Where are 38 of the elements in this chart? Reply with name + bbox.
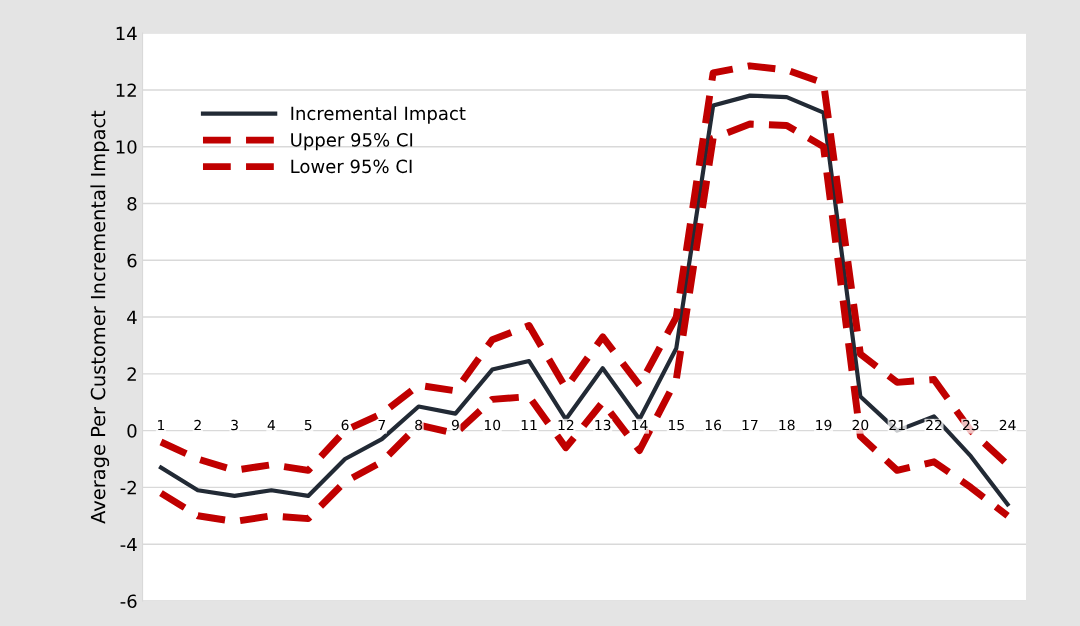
legend-label: Lower 95% CI (291, 159, 412, 174)
x-tick-label: 3 (231, 419, 238, 431)
x-tick-label: 10 (484, 419, 501, 431)
x-tick-label: 23 (962, 419, 979, 431)
y-tick-label: -2 (120, 480, 136, 495)
y-tick-label: 2 (127, 367, 136, 381)
y-tick-label: -4 (120, 537, 137, 552)
x-tick-label: 14 (632, 419, 648, 431)
y-tick-label: 4 (127, 310, 137, 324)
x-tick-label: 19 (816, 419, 832, 431)
x-tick-label: 17 (742, 419, 758, 431)
x-tick-label: 4 (267, 419, 276, 431)
x-tick-label: 1 (158, 419, 165, 431)
legend-label: Upper 95% CI (291, 133, 413, 151)
y-tick-label: 0 (127, 424, 137, 438)
y-tick-label: 14 (116, 26, 137, 41)
x-tick-label: 7 (378, 419, 386, 431)
x-tick-label: 11 (521, 419, 537, 431)
x-tick-label: 21 (889, 419, 905, 431)
y-tick-label: 6 (127, 253, 137, 268)
x-tick-label: 24 (999, 419, 1016, 431)
x-tick-label: 20 (852, 419, 869, 431)
y-tick-label: 10 (116, 140, 137, 154)
x-tick-label: 6 (341, 419, 349, 431)
x-tick-label: 16 (705, 419, 722, 431)
x-tick-label: 2 (194, 419, 201, 431)
x-tick-label: 12 (558, 419, 574, 431)
x-tick-label: 18 (779, 419, 795, 431)
x-tick-label: 15 (668, 419, 684, 431)
legend-label: Incremental Impact (291, 106, 466, 124)
x-tick-label: 5 (304, 419, 312, 431)
y-tick-label: -6 (120, 594, 137, 609)
x-tick-label: 22 (926, 419, 942, 431)
x-tick-label: 9 (451, 419, 459, 431)
x-tick-label: 13 (595, 419, 611, 431)
y-tick-label: 12 (116, 83, 136, 97)
y-axis-title: Average Per Customer Incremental Impact (90, 110, 110, 524)
y-tick-label: 8 (127, 196, 137, 211)
